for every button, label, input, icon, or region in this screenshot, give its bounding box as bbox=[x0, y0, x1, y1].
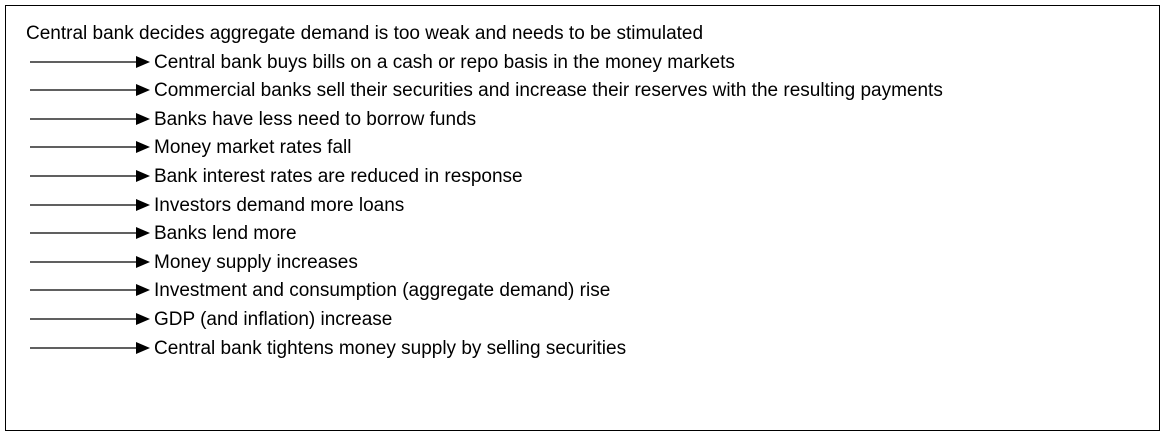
step-text: Central bank buys bills on a cash or rep… bbox=[154, 51, 735, 73]
arrow bbox=[30, 255, 150, 268]
step: Money market rates fall bbox=[26, 134, 1136, 163]
step: Bank interest rates are reduced in respo… bbox=[26, 163, 1136, 192]
arrow bbox=[30, 84, 150, 97]
flow: Central bank decides aggregate demand is… bbox=[26, 20, 1136, 363]
arrow bbox=[30, 141, 150, 154]
step: Central bank buys bills on a cash or rep… bbox=[26, 49, 1136, 78]
frame: Central bank decides aggregate demand is… bbox=[5, 5, 1160, 431]
step-text: GDP (and inflation) increase bbox=[154, 308, 393, 330]
arrow bbox=[30, 198, 150, 211]
step-text: Investment and consumption (aggregate de… bbox=[154, 280, 611, 302]
step: Investment and consumption (aggregate de… bbox=[26, 277, 1136, 306]
step: Commercial banks sell their securities a… bbox=[26, 77, 1136, 106]
step-text: Bank interest rates are reduced in respo… bbox=[154, 165, 523, 187]
arrow bbox=[30, 55, 150, 68]
step: Investors demand more loans bbox=[26, 192, 1136, 221]
step-text: Banks have less need to borrow funds bbox=[154, 108, 477, 130]
step: Banks lend more bbox=[26, 220, 1136, 249]
arrow bbox=[30, 312, 150, 325]
step-text: Commercial banks sell their securities a… bbox=[154, 80, 943, 102]
step: Banks have less need to borrow funds bbox=[26, 106, 1136, 135]
arrow bbox=[30, 341, 150, 354]
step-text: Central bank tightens money supply by se… bbox=[154, 337, 627, 359]
step-text: Investors demand more loans bbox=[154, 194, 405, 216]
step-text: Banks lend more bbox=[154, 223, 297, 245]
arrow bbox=[30, 112, 150, 125]
arrow bbox=[30, 284, 150, 297]
step: Central bank tightens money supply by se… bbox=[26, 335, 1136, 364]
step: Money supply increases bbox=[26, 249, 1136, 278]
arrow bbox=[30, 169, 150, 182]
step: GDP (and inflation) increase bbox=[26, 306, 1136, 335]
step-text: Money market rates fall bbox=[154, 137, 352, 159]
arrow bbox=[30, 227, 150, 240]
step-text: Money supply increases bbox=[154, 251, 358, 273]
heading: Central bank decides aggregate demand is… bbox=[26, 23, 704, 44]
